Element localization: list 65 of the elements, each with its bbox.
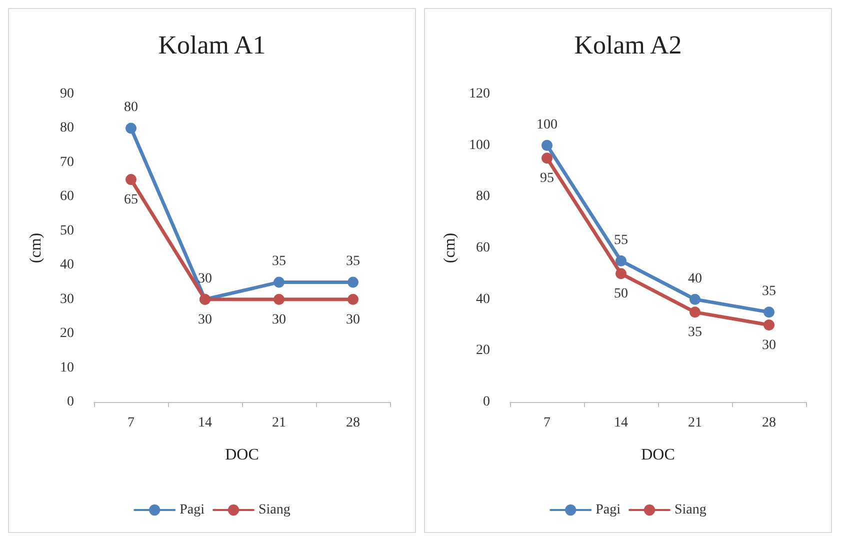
y-tick-label: 40 [476, 292, 490, 307]
data-label: 35 [762, 284, 776, 300]
y-axis-title: (cm) [28, 232, 44, 264]
point [274, 294, 284, 305]
x-tick-label: 7 [128, 416, 134, 430]
y-axis-title: (cm) [442, 232, 459, 264]
legend-label: Siang [674, 502, 706, 518]
y-tick-label: 100 [469, 138, 490, 153]
y-tick-label: 40 [60, 258, 74, 273]
y-tick-label: 10 [60, 360, 74, 376]
point [348, 276, 358, 288]
y-tick-label: 50 [60, 223, 74, 238]
y-tick-label: 60 [476, 240, 490, 256]
point [764, 320, 774, 330]
y-tick-label: 0 [483, 394, 490, 410]
x-tick-label: 28 [762, 416, 776, 430]
data-label: 35 [272, 254, 286, 270]
x-axis-title: DOC [225, 446, 259, 464]
y-tick-label: 60 [60, 189, 74, 204]
x-tick-label: 14 [198, 416, 212, 430]
data-label: 55 [614, 232, 628, 248]
y-tick-label: 80 [476, 189, 490, 204]
data-label: 30 [272, 312, 286, 328]
point [764, 306, 774, 318]
point [542, 152, 552, 164]
x-tick-label: 21 [688, 416, 702, 430]
data-label: 50 [614, 286, 628, 302]
point [274, 276, 284, 288]
point [542, 140, 552, 151]
data-label: 100 [536, 117, 558, 132]
chart-title: Kolam A1 [158, 30, 266, 60]
y-tick-label: 120 [469, 86, 490, 102]
data-label: 30 [198, 271, 212, 286]
point [616, 255, 626, 266]
data-label: 35 [688, 325, 702, 340]
point [690, 294, 700, 305]
data-label: 65 [124, 192, 138, 208]
y-tick-label: 70 [60, 154, 74, 170]
data-label: 80 [124, 100, 138, 116]
data-label: 30 [198, 312, 212, 328]
y-tick-label: 0 [67, 394, 74, 410]
y-tick-label: 20 [60, 326, 74, 342]
data-label: 95 [540, 171, 554, 186]
data-label: 35 [346, 254, 360, 270]
point [690, 306, 700, 318]
y-tick-label: 20 [476, 343, 490, 358]
x-tick-label: 7 [544, 416, 550, 430]
point [616, 268, 626, 280]
y-tick-label: 30 [60, 292, 74, 307]
y-tick-label: 90 [60, 86, 74, 102]
legend-label: Pagi [180, 502, 205, 518]
x-tick-label: 14 [614, 416, 628, 430]
data-label: 30 [762, 338, 776, 353]
chart-title: Kolam A2 [574, 30, 682, 60]
data-label: 40 [688, 271, 702, 286]
x-axis-title: DOC [641, 446, 675, 464]
point [348, 294, 358, 305]
legend-label: Siang [258, 502, 290, 518]
point [126, 174, 136, 186]
x-tick-label: 28 [346, 416, 360, 430]
y-tick-label: 80 [60, 120, 74, 136]
x-tick-label: 21 [272, 416, 286, 430]
legend-label: Pagi [596, 502, 621, 518]
point [126, 122, 136, 134]
data-label: 30 [346, 312, 360, 328]
